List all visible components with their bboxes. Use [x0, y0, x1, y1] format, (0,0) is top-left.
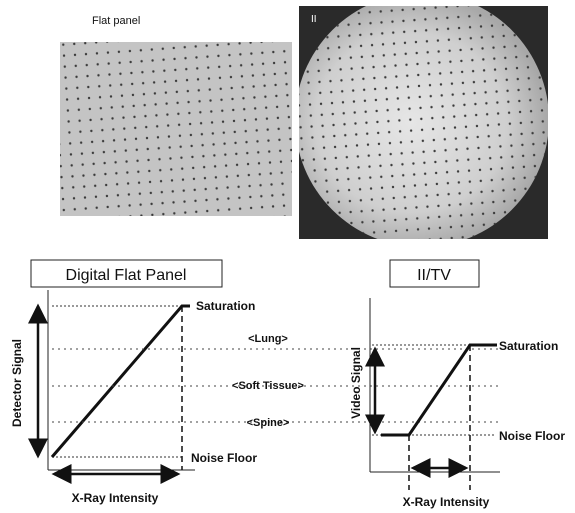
left-y-label: Detector Signal: [10, 339, 24, 427]
right-saturation-label: Saturation: [499, 339, 558, 353]
right-x-label: X-Ray Intensity: [403, 495, 490, 509]
left-chart: Digital Flat Panel Detector Signal Satur…: [10, 259, 257, 505]
spine-label: <Spine>: [247, 417, 290, 429]
left-x-label: X-Ray Intensity: [72, 491, 159, 505]
left-noise-floor-label: Noise Floor: [191, 451, 257, 465]
soft-tissue-label: <Soft Tissue>: [232, 380, 304, 392]
right-y-label: Video Signal: [349, 347, 363, 419]
flat-panel-image: [60, 42, 292, 216]
right-chart-title: II/TV: [417, 267, 451, 284]
flat-panel-label: Flat panel: [92, 15, 140, 27]
left-chart-title: Digital Flat Panel: [66, 267, 187, 284]
tissue-levels: <Lung> <Soft Tissue> <Spine>: [52, 333, 500, 429]
ii-label: II: [311, 14, 317, 25]
right-response-curve: [381, 343, 497, 437]
left-saturation-label: Saturation: [196, 299, 255, 313]
ii-image: [299, 6, 548, 239]
left-response-curve: [50, 304, 190, 458]
lung-label: <Lung>: [248, 333, 288, 345]
right-chart-title-box: [389, 259, 480, 288]
right-noise-floor-label: Noise Floor: [499, 429, 565, 443]
left-chart-title-box: [30, 259, 223, 288]
right-chart: II/TV Video Signal Saturation Noise Floo…: [349, 259, 565, 509]
